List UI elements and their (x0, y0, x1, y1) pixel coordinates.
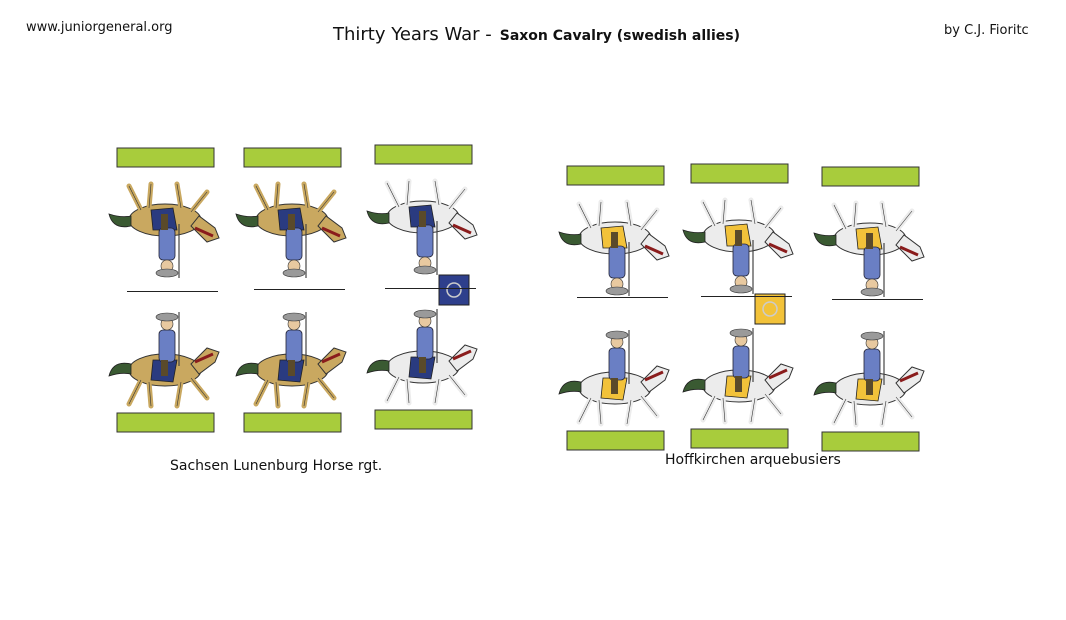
group-caption-hoffkirchen: Hoffkirchen arquebusiers (665, 452, 841, 468)
fold-line (832, 299, 923, 300)
cavalry-figure-art (682, 163, 794, 449)
title-sub: Saxon Cavalry (swedish allies) (499, 28, 740, 44)
cavalry-figure-2-1 (557, 165, 670, 456)
cavalry-figure-1-2 (234, 147, 347, 438)
fold-line (385, 288, 476, 289)
cavalry-figure-2-3 (812, 166, 925, 457)
author-credit: by C.J. Fioritc (944, 23, 1029, 38)
page-title: Thirty Years War - Saxon Cavalry (swedish… (333, 24, 740, 45)
cavalry-figure-art (813, 166, 925, 452)
cavalry-figure-1-3 (365, 144, 478, 435)
fold-line (127, 291, 218, 292)
site-url: www.juniorgeneral.org (26, 20, 173, 35)
cavalry-figure-art (235, 147, 347, 433)
title-main: Thirty Years War - (333, 24, 492, 45)
cavalry-figure-art (558, 165, 670, 451)
cavalry-figure-2-2 (681, 163, 794, 454)
cavalry-figure-art (108, 147, 220, 433)
fold-line (577, 297, 668, 298)
fold-line (701, 296, 792, 297)
cavalry-figure-1-1 (107, 147, 220, 438)
cavalry-figure-art (366, 144, 478, 430)
group-caption-lunenburg: Sachsen Lunenburg Horse rgt. (170, 458, 383, 474)
fold-line (254, 289, 345, 290)
